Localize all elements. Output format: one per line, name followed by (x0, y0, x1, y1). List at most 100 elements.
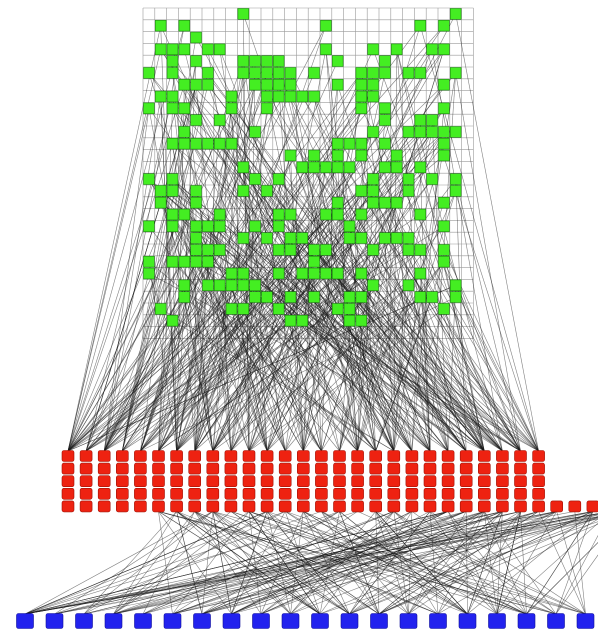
edge-middle-to-bottom (574, 511, 586, 615)
edge-grid-to-middle (212, 155, 291, 452)
edge-middle-to-bottom (212, 511, 321, 615)
edge-grid-to-middle (420, 297, 467, 452)
edge-grid-to-middle (160, 96, 177, 452)
green-node (414, 126, 426, 138)
red-node (97, 475, 111, 488)
green-node (272, 67, 285, 79)
green-node (178, 138, 190, 150)
red-node (188, 450, 201, 462)
edge-grid-to-middle (122, 308, 232, 452)
edge-middle-to-bottom (429, 511, 586, 615)
green-node (249, 79, 261, 91)
red-node (477, 450, 491, 462)
red-node (459, 450, 473, 462)
edge-grid-to-middle (384, 108, 503, 452)
red-node (514, 462, 527, 475)
green-node (438, 197, 450, 209)
green-node (166, 185, 179, 197)
red-node (206, 462, 220, 475)
red-node (152, 450, 165, 462)
red-node (224, 475, 238, 488)
red-node (496, 500, 509, 513)
red-node (79, 475, 93, 488)
edge-middle-to-bottom (349, 511, 557, 615)
green-node (261, 291, 273, 303)
edge-middle-to-bottom (484, 511, 557, 615)
blue-node (134, 613, 152, 629)
green-node (331, 208, 344, 221)
red-node (333, 500, 346, 513)
green-node (237, 8, 249, 20)
green-node (355, 185, 367, 197)
edge-grid-to-middle (357, 202, 445, 452)
edge-middle-to-bottom (260, 511, 539, 615)
green-node (237, 267, 249, 280)
green-node (355, 149, 367, 162)
edge-middle-to-bottom (24, 511, 557, 615)
green-node (449, 279, 462, 291)
red-node (170, 450, 183, 462)
red-node (278, 500, 292, 513)
edge-grid-to-middle (337, 214, 431, 452)
green-node (190, 138, 202, 150)
green-node (166, 55, 179, 67)
green-node (178, 126, 190, 138)
green-node (296, 232, 308, 244)
red-node (97, 450, 111, 462)
edge-middle-to-bottom (303, 511, 468, 615)
edge-grid-to-middle (184, 296, 376, 452)
edge-grid-to-middle (266, 273, 338, 452)
edge-middle-to-bottom (83, 511, 177, 615)
red-node (423, 500, 437, 513)
green-node (249, 126, 261, 138)
edge-middle-to-bottom (526, 511, 594, 615)
red-node (315, 487, 328, 500)
green-node (190, 232, 202, 244)
red-node (369, 487, 383, 500)
green-node (426, 291, 438, 303)
red-node (387, 487, 401, 500)
green-node (367, 197, 379, 209)
green-node (272, 79, 285, 91)
green-node (402, 244, 415, 256)
green-node (284, 232, 297, 244)
green-node (308, 67, 320, 79)
green-node (272, 220, 285, 232)
edge-grid-to-middle (160, 202, 503, 452)
green-node (178, 102, 190, 115)
edge-grid-to-middle (231, 308, 358, 452)
green-node (272, 303, 285, 315)
red-node (441, 462, 455, 475)
edge-grid-to-middle (212, 72, 244, 452)
red-node (134, 500, 147, 513)
edge-grid-to-middle (420, 273, 431, 452)
green-node (155, 43, 167, 56)
edge-middle-to-bottom (555, 535, 598, 615)
green-node (214, 138, 226, 150)
green-node (272, 208, 285, 221)
red-node (459, 500, 473, 513)
edge-middle-to-bottom (248, 511, 321, 615)
green-node (355, 67, 367, 79)
edge-middle-to-bottom (54, 511, 593, 615)
green-node (202, 79, 214, 91)
green-node (414, 114, 426, 126)
edge-middle-to-bottom (113, 511, 449, 615)
edge-grid-to-middle (393, 238, 409, 452)
edge-middle-to-bottom (83, 511, 503, 615)
green-node (426, 114, 438, 126)
green-node (343, 314, 356, 327)
green-node (190, 55, 202, 67)
red-node (224, 487, 238, 500)
green-node (308, 291, 320, 303)
red-node (278, 487, 292, 500)
edge-middle-to-bottom (319, 511, 557, 615)
green-node (178, 19, 190, 32)
green-node (449, 185, 462, 197)
edge-grid-to-middle (357, 202, 374, 452)
edge-grid-to-middle (349, 237, 485, 452)
red-node (79, 462, 93, 475)
red-node (224, 450, 238, 462)
edge-grid-to-middle (172, 190, 485, 452)
red-node (351, 450, 364, 462)
